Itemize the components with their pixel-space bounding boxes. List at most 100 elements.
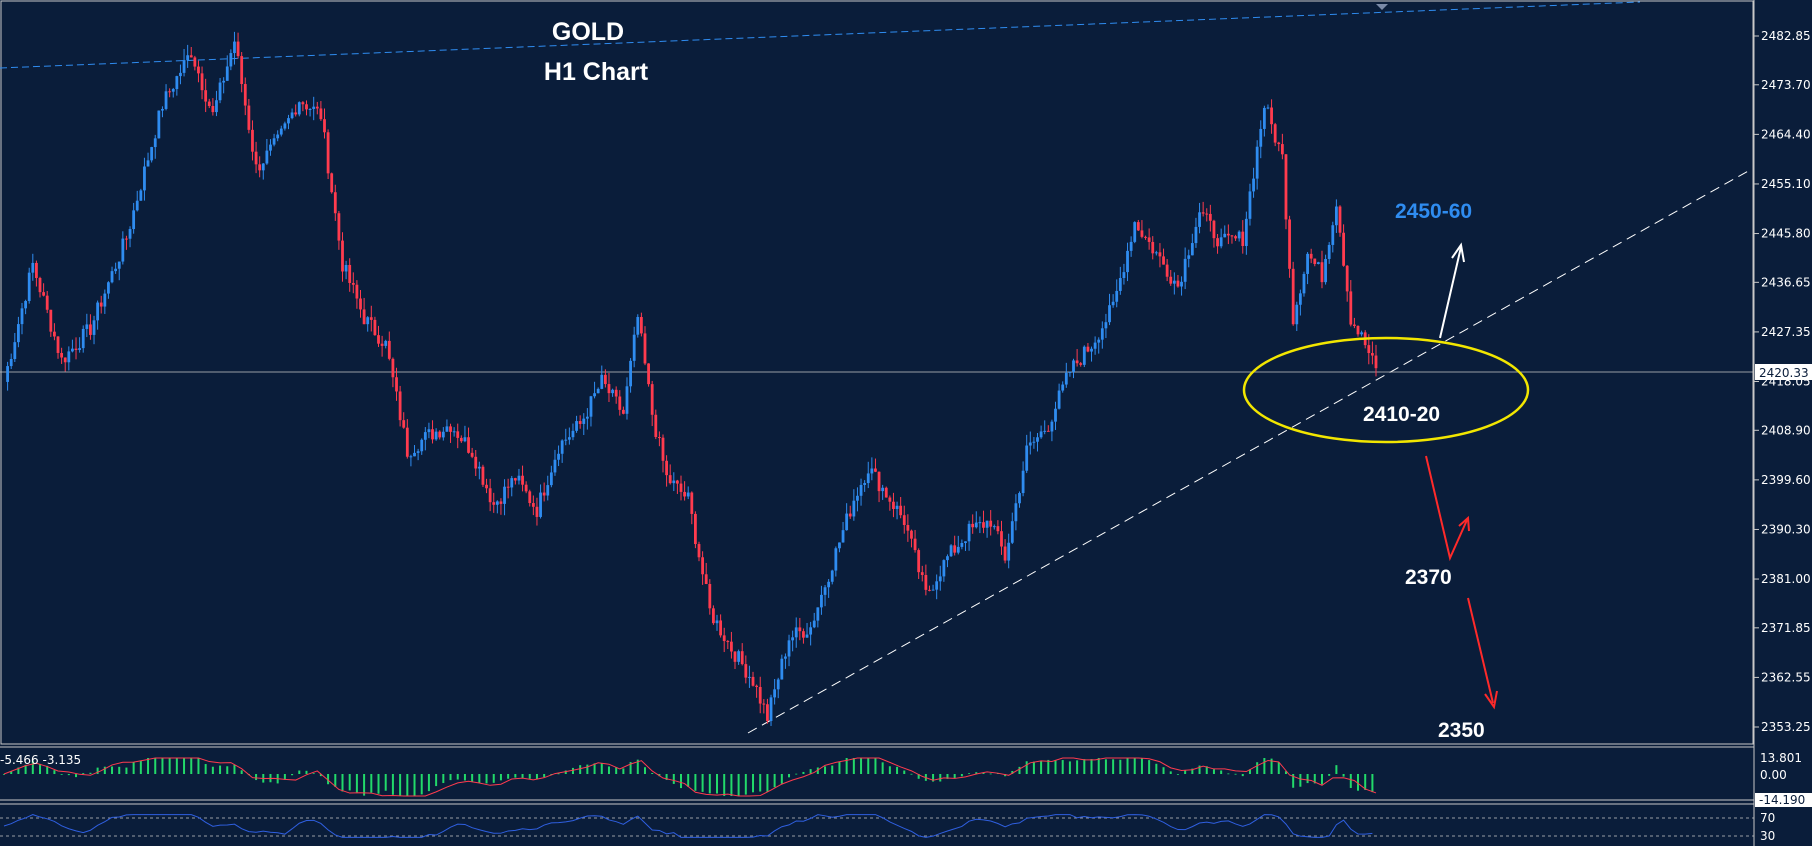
macd-bar (1068, 761, 1071, 774)
macd-bar (1342, 774, 1345, 777)
macd-bar (1356, 774, 1359, 791)
candle-body (1370, 353, 1374, 356)
macd-bar (471, 774, 474, 782)
candle-body (1169, 276, 1173, 284)
candle-body (1338, 206, 1342, 233)
price-tick-label: 2353.25 (1761, 720, 1811, 734)
macd-bar (535, 774, 538, 780)
candle-body (892, 501, 895, 509)
candle-body (647, 363, 650, 385)
candle-body (283, 123, 287, 129)
macd-bar (960, 774, 963, 777)
candle-body (103, 293, 107, 307)
macd-bar (514, 774, 517, 778)
candle-body (791, 637, 795, 641)
candle-body (643, 333, 647, 364)
candle-body (938, 576, 942, 582)
candle-body (20, 308, 24, 325)
candle-body (910, 530, 913, 539)
macd-bar (211, 766, 214, 774)
macd-bar (406, 774, 409, 796)
candle-body (578, 421, 582, 424)
candle-body (575, 421, 578, 431)
macd-bar (773, 774, 776, 788)
candle-body (24, 300, 28, 309)
macd-bar (1061, 760, 1064, 774)
macd-bar (708, 774, 711, 794)
candle-body (708, 584, 712, 609)
candle-body (218, 82, 222, 101)
candle-body (261, 163, 265, 171)
candle-body (319, 108, 323, 120)
candle-body (866, 473, 870, 484)
macd-bar (1133, 758, 1136, 774)
candle-body (751, 676, 755, 686)
candle-body (348, 264, 352, 283)
candle-body (13, 342, 17, 360)
candle-body (899, 505, 903, 516)
candle-body (179, 72, 182, 77)
candle-body (701, 557, 705, 575)
candle-body (128, 229, 132, 239)
candle-body (135, 200, 139, 211)
macd-bar (341, 774, 344, 792)
macd-bar (809, 769, 812, 774)
macd-bar (1104, 759, 1107, 774)
candle-body (258, 164, 262, 171)
price-tick-label: 2408.90 (1761, 423, 1811, 437)
macd-bar (492, 774, 495, 783)
candle-body (596, 388, 600, 394)
candle-body (834, 548, 838, 571)
candle-body (960, 542, 964, 547)
macd-bar (571, 767, 574, 774)
price-tick-label: 2381.00 (1761, 572, 1811, 586)
current-price-tag: 2420.33 (1755, 364, 1812, 380)
macd-bar (1032, 761, 1035, 774)
candle-body (694, 513, 697, 545)
macd-bar (867, 758, 870, 774)
candle-body (467, 437, 470, 453)
macd-bar (168, 758, 171, 774)
candle-body (902, 515, 906, 526)
candle-body (1374, 355, 1378, 369)
candle-body (784, 656, 787, 659)
candle-body (931, 589, 935, 591)
candle-body (737, 651, 741, 662)
macd-bar (1256, 762, 1259, 774)
macd-bar (1119, 759, 1122, 774)
candle-body (387, 340, 391, 359)
candle-body (874, 468, 877, 472)
candle-body (1180, 281, 1183, 287)
macd-bar (1083, 759, 1086, 774)
candle-body (488, 488, 492, 503)
macd-bar (1018, 766, 1021, 774)
candle-body (830, 570, 834, 582)
candle-body (661, 437, 665, 461)
candle-body (614, 389, 618, 397)
candle-body (1230, 235, 1234, 237)
macd-bar (629, 762, 632, 774)
macd-bar (1140, 758, 1143, 774)
candle-body (359, 298, 362, 310)
target2-label: 2350 (1438, 719, 1485, 742)
candle-body (1021, 470, 1025, 494)
macd-bar (1328, 774, 1331, 776)
macd-bar (607, 766, 610, 774)
macd-bar (125, 767, 128, 774)
candle-body (856, 495, 859, 501)
candle-body (1140, 230, 1144, 237)
candle-body (985, 520, 989, 528)
candle-body (499, 501, 503, 504)
candle-body (146, 160, 150, 167)
macd-bar (456, 774, 459, 780)
macd-bar (643, 767, 646, 774)
candle-body (917, 550, 921, 573)
candle-body (222, 80, 226, 83)
candle-body (524, 484, 528, 492)
resistance-label: 2450-60 (1395, 200, 1472, 223)
candle-body (1198, 212, 1201, 227)
candlestick-series (6, 31, 1378, 726)
candle-body (657, 436, 661, 438)
macd-bar (672, 774, 675, 784)
